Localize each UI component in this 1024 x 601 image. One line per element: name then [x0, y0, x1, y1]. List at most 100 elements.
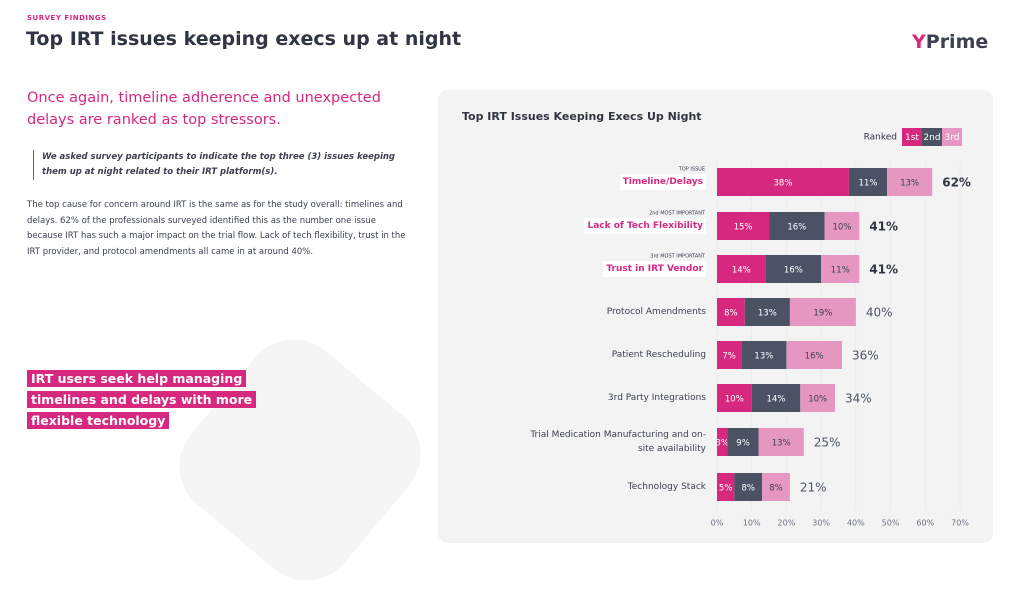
value-label: 13%: [758, 309, 777, 319]
legend-swatch: [902, 128, 922, 146]
callout-line: timelines and delays with more: [27, 391, 257, 408]
chart: Top IRT Issues Keeping Execs Up Night Ra…: [462, 110, 971, 528]
bar-segment: [769, 212, 825, 240]
legend-title: Ranked: [864, 133, 897, 143]
total-label: 34%: [845, 392, 872, 406]
legend-label: 1st: [905, 133, 919, 143]
bar-segment: [789, 298, 856, 326]
total-label: 36%: [852, 349, 879, 363]
total-label: 25%: [814, 436, 841, 450]
value-label: 15%: [734, 223, 753, 233]
x-tick-label: 70%: [951, 519, 969, 528]
category-label-box: Protocol Amendments: [520, 296, 706, 328]
value-label: 16%: [787, 223, 806, 233]
category-row: Protocol Amendments: [520, 296, 706, 328]
bar-segment: [821, 255, 860, 283]
total-label: 41%: [869, 220, 898, 234]
total-label: 41%: [869, 263, 898, 277]
bar-segment: [800, 384, 836, 412]
bar-segment: [717, 341, 742, 369]
bar-segment: [762, 473, 790, 501]
bar-segment: [824, 212, 860, 240]
legend-swatch: [942, 128, 962, 146]
x-tick-label: 30%: [812, 519, 830, 528]
bar-segment: [717, 168, 849, 196]
bar-segment: [744, 298, 790, 326]
category-row: Trust in IRT Vendor: [520, 253, 706, 285]
kicker: SURVEY FINDINGS: [27, 14, 107, 22]
bar-segment: [717, 255, 766, 283]
value-label: 10%: [833, 223, 852, 233]
value-label: 11%: [859, 179, 878, 189]
callout-line: flexible technology: [27, 412, 170, 429]
legend-label: 3rd: [945, 133, 960, 143]
callout: IRT users seek help managing timelines an…: [27, 368, 257, 431]
value-label: 10%: [725, 395, 744, 405]
value-label: 3%: [715, 439, 729, 449]
category-label-box: Trust in IRT Vendor: [520, 253, 706, 285]
value-label: 10%: [808, 395, 827, 405]
value-label: 8%: [724, 309, 738, 319]
bar-segment: [717, 384, 752, 412]
category-row: Lack of Tech Flexibility: [520, 210, 706, 242]
rank-label: 2nd MOST IMPORTANT: [649, 211, 706, 217]
value-label: 8%: [769, 484, 783, 494]
x-tick-label: 20%: [778, 519, 796, 528]
value-label: 16%: [805, 352, 824, 362]
category-label: Timeline/Delays: [619, 174, 706, 190]
subheading: Once again, timeline adherence and unexp…: [27, 90, 381, 128]
category-label: Patient Rescheduling: [611, 350, 706, 360]
total-label: 62%: [942, 176, 971, 190]
x-tick-label: 50%: [882, 519, 900, 528]
bar-segment: [717, 212, 770, 240]
page-title: Top IRT issues keeping execs up at night: [26, 28, 462, 50]
bar-segment: [717, 428, 728, 456]
value-label: 5%: [719, 484, 733, 494]
category-label: Trial Medication Manufacturing and on-si…: [530, 430, 706, 454]
category-label: Trust in IRT Vendor: [603, 261, 706, 277]
bar-segment: [717, 473, 735, 501]
chart-title: Top IRT Issues Keeping Execs Up Night: [462, 110, 702, 123]
value-label: 13%: [772, 439, 791, 449]
value-label: 9%: [736, 439, 750, 449]
category-label-box: 3rd Party Integrations: [520, 382, 706, 414]
rank-label: TOP ISSUE: [678, 167, 705, 173]
value-label: 7%: [722, 352, 736, 362]
bar-segment: [741, 341, 787, 369]
bar-segment: [717, 298, 745, 326]
bar-segment: [734, 473, 763, 501]
x-tick-label: 60%: [916, 519, 934, 528]
category-label: Protocol Amendments: [606, 307, 706, 317]
page: SURVEY FINDINGS Top IRT issues keeping e…: [26, 14, 993, 543]
chart-panel: [438, 90, 993, 543]
category-label: 3rd Party Integrations: [607, 393, 706, 403]
value-label: 14%: [732, 266, 751, 276]
value-label: 16%: [784, 266, 803, 276]
callout-line: IRT users seek help managing: [27, 370, 247, 387]
total-label: 40%: [866, 306, 893, 320]
value-label: 19%: [813, 309, 832, 319]
rank-label: 3rd MOST IMPORTANT: [650, 254, 706, 260]
value-label: 14%: [767, 395, 786, 405]
legend-swatch: [922, 128, 942, 146]
bar-segment: [765, 255, 822, 283]
value-label: 11%: [831, 266, 850, 276]
category-row: Trial Medication Manufacturing and on-si…: [520, 426, 706, 458]
category-row: Timeline/Delays: [520, 166, 706, 198]
bar-segment: [758, 428, 804, 456]
bar-segment: [751, 384, 801, 412]
quote: We asked survey participants to indicate…: [33, 150, 417, 180]
logo: YPrime: [912, 31, 989, 53]
value-label: 38%: [774, 179, 793, 189]
category-row: 3rd Party Integrations: [520, 382, 706, 414]
category-label-box: Technology Stack: [628, 482, 706, 492]
legend-label: 2nd: [923, 133, 940, 143]
bar-segment: [848, 168, 888, 196]
category-label-box: Trial Medication Manufacturing and on-si…: [520, 426, 706, 458]
value-label: 13%: [900, 179, 919, 189]
category-label: Lack of Tech Flexibility: [584, 218, 706, 234]
x-tick-label: 10%: [743, 519, 761, 528]
body-text: The top cause for concern around IRT is …: [27, 200, 406, 257]
category-row: Patient Rescheduling: [520, 339, 706, 371]
x-tick-label: 0%: [711, 519, 724, 528]
